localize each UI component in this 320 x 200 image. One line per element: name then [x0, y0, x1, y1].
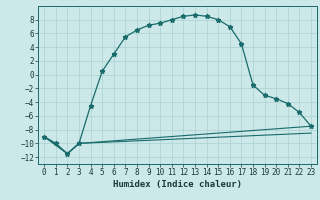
X-axis label: Humidex (Indice chaleur): Humidex (Indice chaleur)	[113, 180, 242, 189]
